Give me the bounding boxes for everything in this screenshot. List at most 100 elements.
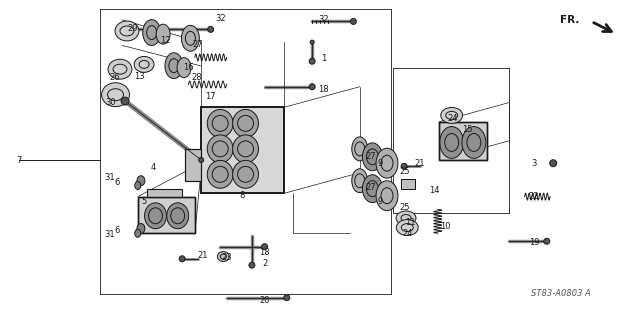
Text: 20: 20: [259, 296, 270, 305]
Circle shape: [199, 157, 204, 163]
Ellipse shape: [233, 160, 259, 188]
Ellipse shape: [135, 229, 141, 237]
Ellipse shape: [143, 20, 161, 45]
Text: ST83-A0803 A: ST83-A0803 A: [531, 289, 590, 298]
Ellipse shape: [177, 58, 191, 77]
Text: 32: 32: [318, 15, 329, 24]
Text: 10: 10: [440, 222, 450, 231]
Text: 15: 15: [462, 125, 473, 134]
Text: 6: 6: [115, 226, 120, 235]
Text: 14: 14: [429, 186, 439, 195]
Bar: [138, 197, 195, 233]
Circle shape: [310, 40, 314, 44]
Circle shape: [309, 84, 315, 90]
Ellipse shape: [376, 148, 398, 178]
Text: 8: 8: [240, 190, 245, 200]
Text: 26: 26: [109, 73, 120, 82]
Text: 30: 30: [105, 98, 116, 107]
Ellipse shape: [376, 181, 398, 211]
Text: 25: 25: [399, 203, 410, 212]
Bar: [439, 122, 487, 160]
Text: 9: 9: [377, 159, 383, 168]
Text: 13: 13: [134, 72, 145, 81]
Ellipse shape: [137, 176, 145, 186]
Text: 32: 32: [215, 14, 225, 23]
Circle shape: [544, 238, 550, 244]
Ellipse shape: [441, 108, 462, 123]
Text: 18: 18: [318, 85, 329, 94]
Ellipse shape: [217, 252, 229, 261]
Circle shape: [350, 19, 356, 24]
Circle shape: [208, 26, 213, 32]
Ellipse shape: [207, 135, 233, 163]
Circle shape: [284, 295, 290, 300]
Circle shape: [262, 244, 268, 250]
Circle shape: [179, 256, 185, 262]
Ellipse shape: [167, 203, 189, 229]
Bar: [201, 108, 283, 194]
Text: 7: 7: [17, 156, 22, 164]
Text: 17: 17: [205, 92, 216, 101]
Ellipse shape: [352, 169, 368, 193]
Ellipse shape: [233, 109, 259, 137]
Text: 27: 27: [365, 152, 376, 161]
Text: 11: 11: [405, 218, 416, 227]
Text: 24: 24: [448, 114, 458, 123]
Circle shape: [309, 58, 315, 64]
Bar: [401, 179, 415, 189]
Ellipse shape: [233, 135, 259, 163]
Text: 18: 18: [259, 248, 270, 257]
Text: 24: 24: [402, 229, 413, 238]
Ellipse shape: [137, 224, 145, 234]
Ellipse shape: [207, 160, 233, 188]
Circle shape: [249, 262, 255, 268]
Ellipse shape: [108, 59, 132, 79]
Ellipse shape: [396, 220, 419, 236]
Text: 23: 23: [221, 253, 232, 262]
Text: 27: 27: [192, 40, 203, 49]
Circle shape: [121, 97, 129, 105]
Text: 29: 29: [127, 24, 138, 33]
Ellipse shape: [362, 175, 382, 203]
Text: 31: 31: [104, 230, 115, 239]
Text: 6: 6: [115, 178, 120, 187]
Text: 4: 4: [151, 164, 156, 172]
Text: 2: 2: [262, 259, 267, 268]
Text: 19: 19: [529, 238, 540, 247]
Bar: [439, 122, 487, 160]
Text: 21: 21: [198, 251, 208, 260]
Text: 3: 3: [531, 159, 537, 168]
Ellipse shape: [352, 137, 368, 161]
Text: 22: 22: [529, 192, 540, 201]
Text: 16: 16: [183, 63, 194, 72]
Text: FR.: FR.: [561, 15, 580, 25]
Ellipse shape: [145, 203, 166, 229]
Ellipse shape: [462, 126, 486, 158]
Ellipse shape: [440, 126, 464, 158]
Ellipse shape: [102, 83, 129, 107]
Ellipse shape: [156, 24, 170, 44]
Bar: [201, 108, 283, 194]
Ellipse shape: [165, 53, 183, 79]
Circle shape: [550, 160, 557, 167]
Ellipse shape: [134, 56, 154, 72]
Circle shape: [401, 164, 407, 169]
Bar: [185, 149, 201, 181]
Bar: [147, 189, 182, 197]
Text: 25: 25: [399, 167, 410, 176]
Bar: [138, 197, 195, 233]
Ellipse shape: [182, 25, 199, 51]
Text: 5: 5: [141, 197, 147, 206]
Text: 27: 27: [365, 183, 376, 192]
Text: 31: 31: [104, 173, 115, 182]
Ellipse shape: [362, 143, 382, 171]
Bar: [401, 179, 415, 189]
Text: 12: 12: [160, 36, 170, 45]
Text: 21: 21: [415, 159, 426, 168]
Text: 1: 1: [321, 53, 326, 62]
Ellipse shape: [396, 211, 416, 225]
Ellipse shape: [115, 21, 139, 41]
Ellipse shape: [135, 181, 141, 189]
Ellipse shape: [207, 109, 233, 137]
Text: 28: 28: [191, 73, 202, 82]
